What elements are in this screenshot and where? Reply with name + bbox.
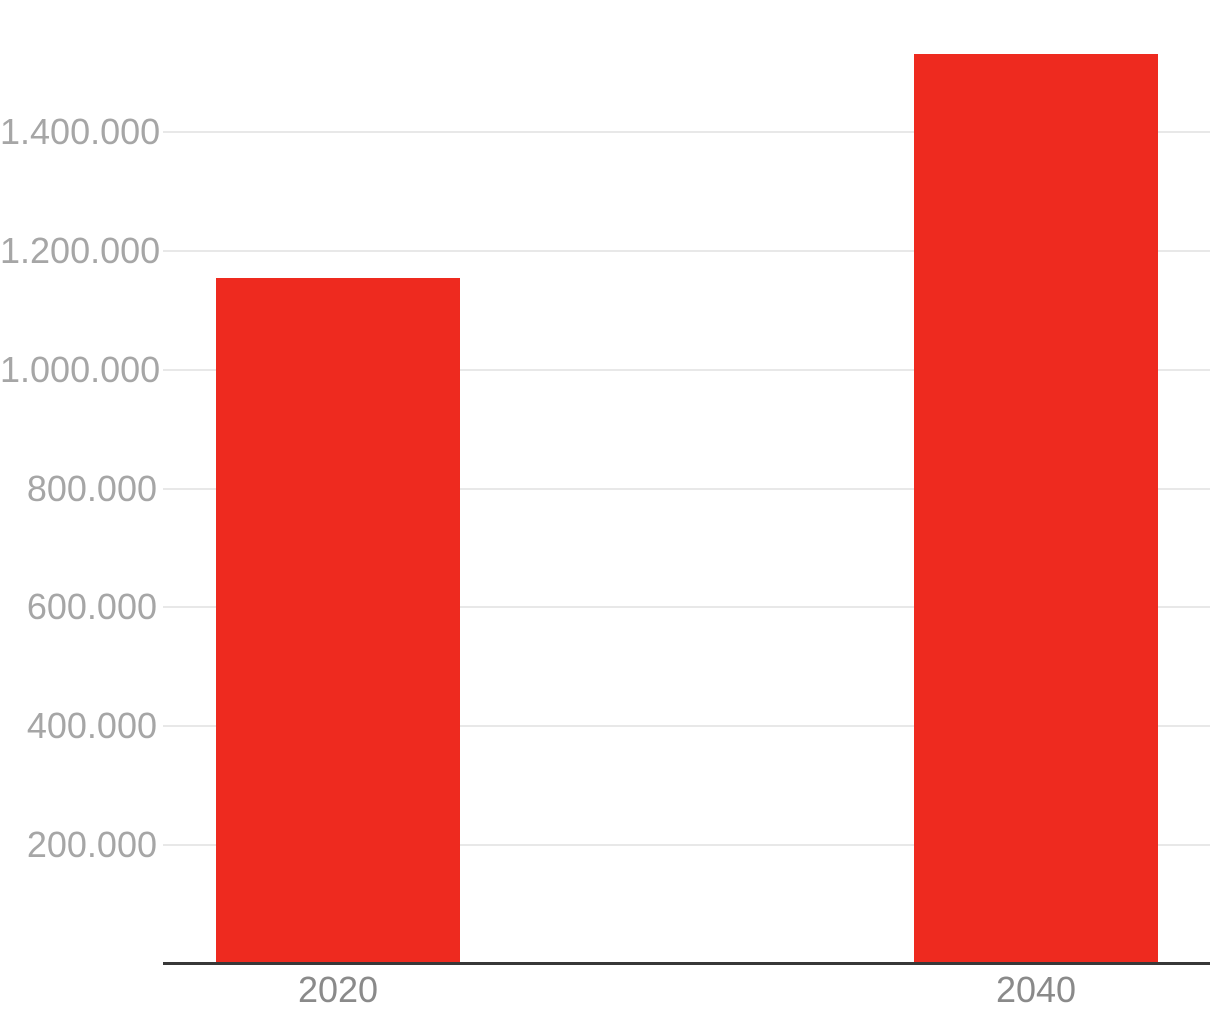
- y-tick-label: 1.000.000: [0, 348, 161, 390]
- gridline: [163, 368, 1210, 371]
- gridline: [163, 249, 1210, 252]
- y-tick-label: 600.000: [26, 586, 157, 628]
- x-axis-line: [163, 962, 1210, 965]
- y-tick-label: 800.000: [26, 467, 157, 509]
- y-tick-label: 400.000: [26, 705, 157, 747]
- bar-2040: [914, 53, 1158, 962]
- y-tick-label: 200.000: [26, 824, 157, 866]
- y-tick-label: 1.400.000: [0, 111, 161, 152]
- y-tick-label: 1.200.000: [0, 229, 161, 271]
- bar-2020: [216, 278, 460, 962]
- x-tick-label: 2020: [297, 969, 379, 1010]
- gridline: [163, 487, 1210, 490]
- gridline: [163, 131, 1210, 133]
- x-tick-label: 2040: [995, 969, 1077, 1010]
- gridline: [163, 606, 1210, 609]
- gridline: [163, 725, 1210, 728]
- gridline: [163, 844, 1210, 847]
